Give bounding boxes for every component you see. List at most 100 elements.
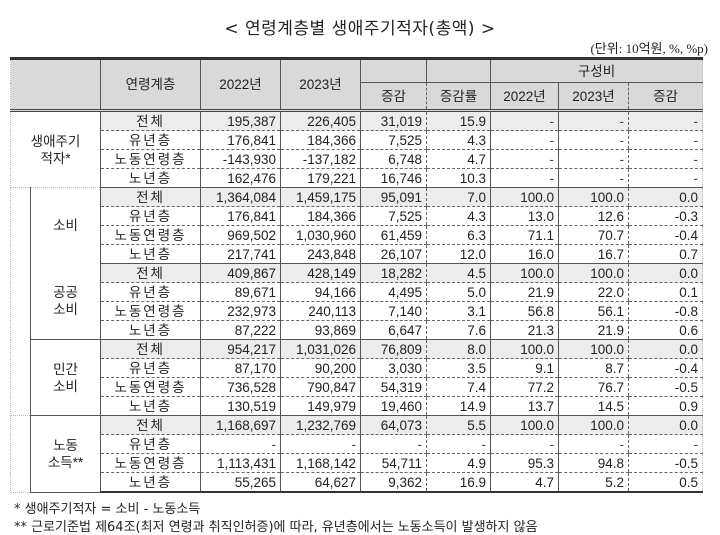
value-2022: 1,364,084 (200, 187, 281, 207)
header-2023: 2023년 (280, 57, 361, 112)
table-row: 노동연령층 232,973 240,113 7,140 3.1 56.8 56.1 -0.8 (11, 301, 703, 321)
composition-2022: 21.9 (490, 282, 559, 302)
composition-2023: 94.8 (558, 453, 629, 473)
age-group-cell: 전체 (100, 415, 201, 435)
section-label-line2: 소비 (53, 302, 78, 318)
change-value: 3,030 (360, 358, 427, 378)
table-body: 생애주기 적자* 전체 195,387 226,405 31,019 15.9- - - 유년층 1… (10, 110, 703, 493)
value-2022: 232,973 (200, 301, 281, 321)
section-label: 민간 소비 (30, 339, 101, 416)
value-2022: 409,867 (200, 263, 281, 283)
age-group-cell: 노년층 (100, 472, 201, 493)
value-2023: 240,113 (280, 301, 361, 321)
composition-change: 0.6 (628, 320, 703, 340)
header-comp-2023: 2023년 (558, 82, 629, 112)
composition-change: - (628, 434, 703, 454)
change-rate: 4.3 (426, 206, 491, 226)
table-row: 유년층 176,841 184,366 7,525 4.3- - - (11, 130, 703, 150)
header-composition: 구성비 (490, 57, 703, 83)
composition-change: 0.9 (628, 396, 703, 416)
change-rate: 4.7 (426, 149, 491, 169)
value-2022: 954,217 (200, 339, 281, 359)
change-rate: 5.0 (426, 282, 491, 302)
age-group-cell: 노년층 (100, 168, 201, 188)
section-label: 소비 (30, 187, 101, 264)
value-2022: 736,528 (200, 377, 281, 397)
value-2022: 1,168,697 (200, 415, 281, 435)
value-2023: 90,200 (280, 358, 361, 378)
section-label-line1: 소비 (53, 218, 78, 234)
value-2023: 428,149 (280, 263, 361, 283)
section-indent (10, 415, 31, 493)
change-value: 26,107 (360, 244, 427, 264)
composition-2022: - (490, 110, 559, 131)
composition-2022: 4.7 (490, 472, 559, 493)
value-2022: - (200, 434, 281, 454)
age-group-cell: 전체 (100, 339, 201, 359)
value-2022: 162,476 (200, 168, 281, 188)
composition-2023: - (558, 434, 629, 454)
table-row: 노년층 130,519 149,979 19,460 14.9 13.7 14.5 0.9 (11, 396, 703, 416)
composition-2022: 100.0 (490, 415, 559, 435)
composition-change: 0.7 (628, 244, 703, 264)
age-group-cell: 유년층 (100, 358, 201, 378)
age-group-cell: 유년층 (100, 130, 201, 150)
composition-2022: - (490, 149, 559, 169)
value-2022: 89,671 (200, 282, 281, 302)
composition-2022: 100.0 (490, 339, 559, 359)
change-rate: 4.5 (426, 263, 491, 283)
value-2022: 969,502 (200, 225, 281, 245)
composition-change: - (628, 149, 703, 169)
table-row: 유년층 89,671 94,166 4,495 5.0 21.9 22.0 0.1 (11, 282, 703, 302)
change-value: 54,319 (360, 377, 427, 397)
change-value: 31,019 (360, 110, 427, 131)
footnote-2: ** 근로기준법 제64조(최저 연령과 취직인허증)에 따라, 유년층에서는 … (14, 520, 538, 535)
composition-2023: - (558, 149, 629, 169)
composition-2022: 77.2 (490, 377, 559, 397)
change-value: 7,525 (360, 130, 427, 150)
value-2023: 1,030,960 (280, 225, 361, 245)
composition-2023: 76.7 (558, 377, 629, 397)
change-rate: 8.0 (426, 339, 491, 359)
value-2022: 130,519 (200, 396, 281, 416)
composition-change: -0.4 (628, 358, 703, 378)
section-label-line1: 민간 (53, 361, 78, 377)
composition-2022: 100.0 (490, 187, 559, 207)
section-label-line2: 적자* (40, 150, 71, 166)
value-2022: 87,222 (200, 320, 281, 340)
composition-2023: 5.2 (558, 472, 629, 493)
table-row: 공공 소비 전체 409,867 428,149 18,282 4.5 100.0 100.0 0… (11, 263, 703, 340)
composition-2023: 100.0 (558, 263, 629, 283)
composition-change: -0.5 (628, 377, 703, 397)
life-cycle-deficit-table: 연령계층 2022년 2023년 구성비 증감 증감률 2022년 2023년 … (10, 57, 703, 493)
change-value: 16,746 (360, 168, 427, 188)
value-2023: 179,221 (280, 168, 361, 188)
section-label-line2: 소득** (47, 454, 84, 470)
age-group-cell: 노동연령층 (100, 453, 201, 473)
value-2023: 1,459,175 (280, 187, 361, 207)
change-value: 54,711 (360, 453, 427, 473)
change-value: 18,282 (360, 263, 427, 283)
composition-change: 0.0 (628, 187, 703, 207)
composition-2023: 12.6 (558, 206, 629, 226)
header-2022: 2022년 (200, 57, 281, 112)
value-2023: 226,405 (280, 110, 361, 131)
composition-change: 0.5 (628, 472, 703, 493)
composition-change: - (628, 110, 703, 131)
composition-2023: 56.1 (558, 301, 629, 321)
table-title: < 연령계층별 생애주기적자(총액) > (224, 19, 496, 39)
value-2023: 149,979 (280, 396, 361, 416)
section-indent (10, 187, 31, 416)
change-value: 95,091 (360, 187, 427, 207)
unit-label: (단위: 10억원, %, %p) (590, 41, 708, 56)
header-change: 증감 (360, 82, 427, 112)
table-row: 노동연령층 1,113,431 1,168,142 54,711 4.9 95.3 94.8… (11, 453, 703, 473)
value-2023: 93,869 (280, 320, 361, 340)
change-rate: 3.1 (426, 301, 491, 321)
change-value: - (360, 434, 427, 454)
table-row: 유년층 - - - - - - - (11, 434, 703, 454)
age-group-cell: 유년층 (100, 282, 201, 302)
table-row: 유년층 176,841 184,366 7,525 4.3 13.0 12.6 -0.3 (11, 206, 703, 226)
composition-2023: - (558, 130, 629, 150)
composition-2022: 21.3 (490, 320, 559, 340)
